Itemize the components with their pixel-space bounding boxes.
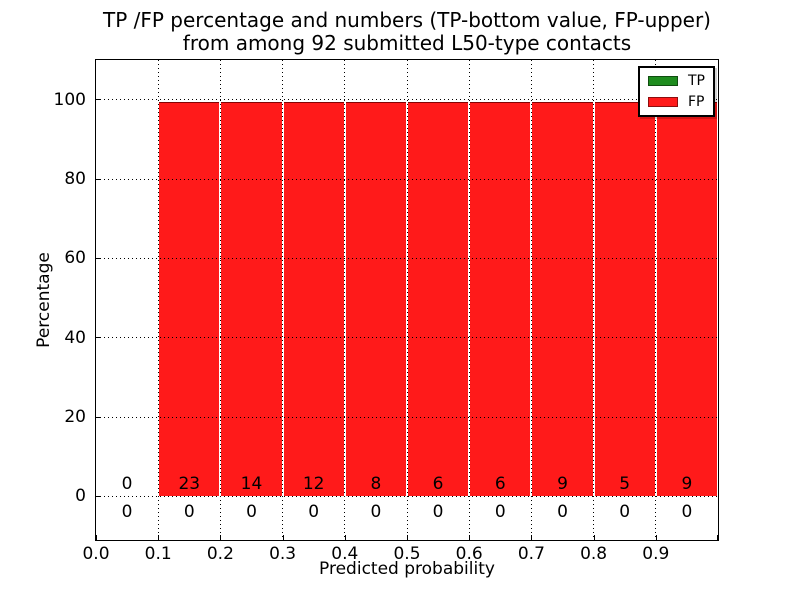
x-gridline (468, 60, 470, 540)
x-gridline (655, 60, 657, 540)
x-tick-label: 0.7 (517, 544, 545, 564)
fp-count-label: 12 (302, 474, 325, 495)
y-tick-mark (96, 337, 101, 339)
fp-count-label: 14 (240, 474, 263, 495)
x-tick-mark (344, 535, 346, 540)
fp-count-label: 9 (557, 474, 568, 495)
x-tick-label: 0.0 (82, 544, 110, 564)
x-tick-mark (158, 535, 160, 540)
x-tick-mark (96, 535, 97, 540)
legend-entry-fp: FP (648, 95, 705, 109)
fp-bar (532, 101, 593, 497)
fp-legend-label: FP (688, 94, 705, 110)
x-tick-label: 0.6 (455, 544, 483, 564)
fp-bar (408, 101, 469, 497)
chart-title-line1: TP /FP percentage and numbers (TP-bottom… (103, 8, 711, 32)
tp-count-label: 0 (370, 502, 382, 523)
x-tick-label: 0.1 (144, 544, 172, 564)
tp-legend-label: TP (688, 73, 705, 89)
y-tick-label: 60 (64, 248, 86, 269)
x-tick-label: 0.4 (331, 544, 359, 564)
y-tick-label: 20 (64, 407, 86, 428)
x-tick-label: 0.2 (206, 544, 234, 564)
count-labels-layer: 0 0 23 0 14 0 12 0 8 0 6 0 6 0 9 0 5 0 9 0 (96, 60, 718, 540)
fp-count-label: 8 (370, 474, 382, 495)
fp-bar (594, 101, 655, 497)
chart-title: TP /FP percentage and numbers (TP-bottom… (96, 9, 718, 55)
tp-count-label: 0 (557, 502, 568, 523)
y-tick-mark (96, 416, 101, 418)
fp-count-label: 6 (494, 474, 506, 495)
y-tick-mark (96, 495, 101, 497)
x-gridline (157, 60, 159, 540)
legend-entry-tp: TP (648, 74, 705, 88)
x-tick-mark (407, 535, 408, 540)
fp-count-label: 9 (681, 474, 693, 495)
x-gridline (593, 60, 595, 540)
fp-count-label: 5 (619, 474, 631, 495)
x-tick-mark (593, 535, 595, 540)
y-tick-label: 0 (75, 486, 86, 507)
x-tick-label: 0.5 (393, 544, 421, 564)
tp-count-label: 0 (494, 502, 506, 523)
x-tick-label: 0.3 (269, 544, 297, 564)
tp-count-label: 0 (619, 502, 631, 523)
y-tick-label: 80 (64, 169, 86, 189)
x-tick-mark (282, 535, 284, 540)
x-tick-label: 0.9 (642, 544, 670, 564)
y-tick-mark (96, 257, 101, 259)
fp-count-label: 6 (432, 474, 444, 495)
tp-count-label: 0 (246, 502, 257, 523)
bars-layer (96, 60, 718, 540)
tp-count-label: 0 (308, 502, 320, 523)
x-tick-mark (220, 535, 222, 540)
tp-legend-swatch-icon (648, 76, 678, 86)
x-tick-mark (469, 535, 471, 540)
x-gridline (344, 60, 346, 540)
x-gridline (219, 60, 221, 540)
axis-ticks-layer (96, 60, 718, 540)
tp-count-label: 0 (183, 502, 195, 523)
y-tick-label: 100 (53, 89, 86, 110)
fp-bar (470, 101, 531, 497)
grid-layer (96, 60, 718, 540)
x-tick-label: 0.8 (580, 544, 608, 564)
x-tick-mark (655, 535, 657, 540)
x-gridline (406, 60, 408, 540)
fp-count-label: 23 (178, 474, 201, 495)
tp-count-label: 0 (121, 502, 133, 523)
fp-legend-swatch-icon (648, 97, 678, 107)
plot-area: 0 0 23 0 14 0 12 0 8 0 6 0 6 0 9 0 5 0 9 0 TP FP (95, 59, 719, 541)
tp-count-label: 0 (432, 502, 444, 523)
tp-count-label: 0 (681, 502, 693, 523)
y-tick-mark (96, 178, 101, 180)
y-tick-mark (96, 99, 101, 101)
fp-bar (159, 101, 220, 497)
fp-bar (345, 101, 406, 497)
legend: TP FP (638, 66, 715, 117)
fp-bar (283, 101, 344, 497)
x-gridline (282, 60, 284, 540)
x-axis-label: Predicted probability (319, 559, 495, 579)
fp-bar (221, 101, 282, 497)
x-tick-mark (531, 535, 533, 540)
y-tick-label: 40 (64, 327, 86, 348)
fp-bar (656, 101, 717, 497)
fp-count-label: 0 (121, 474, 133, 495)
chart-title-line2: from among 92 submitted L50-type contact… (182, 31, 632, 55)
x-tick-mark (717, 535, 718, 540)
x-gridline (530, 60, 532, 540)
